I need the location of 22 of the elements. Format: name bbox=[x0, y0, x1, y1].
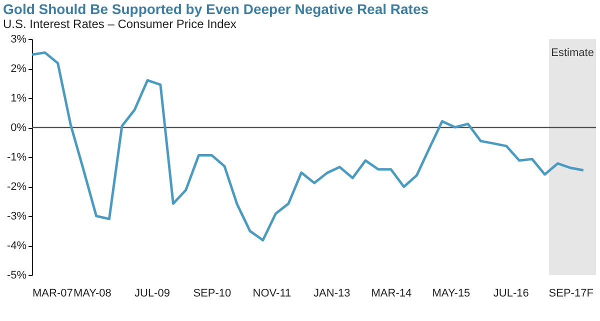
y-tick-label: 3% bbox=[10, 34, 27, 46]
x-tick-label: MAR-14 bbox=[371, 288, 412, 300]
y-tick-label: -5% bbox=[6, 270, 27, 282]
x-tick-label: JUL-09 bbox=[134, 288, 170, 300]
y-tick-label: 1% bbox=[10, 92, 27, 104]
x-tick-label: MAY-08 bbox=[73, 288, 112, 300]
x-tick-label: JAN-13 bbox=[314, 288, 350, 300]
chart-subtitle: U.S. Interest Rates – Consumer Price Index bbox=[3, 17, 236, 31]
x-tick-label: SEP-10 bbox=[193, 288, 232, 300]
chart-title: Gold Should Be Supported by Even Deeper Negative Real Rates bbox=[3, 1, 429, 17]
y-tick-label: 2% bbox=[10, 63, 27, 75]
y-tick-label: -4% bbox=[6, 240, 27, 252]
x-tick-label: SEP-17F bbox=[548, 288, 594, 300]
y-tick-label: -2% bbox=[6, 181, 27, 193]
x-tick-label: MAY-15 bbox=[432, 288, 470, 300]
band-label: Estimate bbox=[551, 47, 594, 59]
x-tick-label: MAR-07 bbox=[32, 288, 73, 300]
y-tick-label: -1% bbox=[6, 152, 27, 164]
x-tick-label: JUL-16 bbox=[493, 288, 529, 300]
y-tick-label: 0% bbox=[10, 122, 27, 134]
y-tick-label: -3% bbox=[6, 210, 27, 222]
x-tick-label: NOV-11 bbox=[252, 288, 292, 300]
